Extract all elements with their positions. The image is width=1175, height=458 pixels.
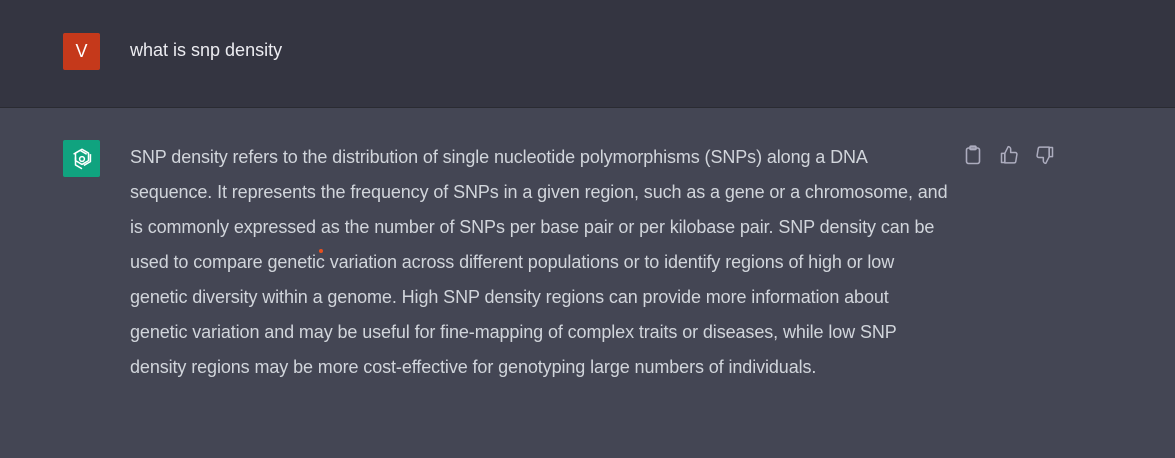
thumbs-up-icon bbox=[1000, 145, 1018, 164]
user-avatar: V bbox=[63, 33, 100, 70]
thumbs-down-icon bbox=[1036, 146, 1054, 165]
thumbs-down-button[interactable] bbox=[1032, 142, 1058, 168]
thumbs-up-button[interactable] bbox=[996, 142, 1022, 168]
assistant-message-text: SNP density refers to the distribution o… bbox=[130, 147, 948, 377]
clipboard-icon bbox=[965, 145, 981, 165]
user-message-text: what is snp density bbox=[130, 40, 283, 60]
text-cursor-marker bbox=[319, 249, 323, 253]
openai-logo-icon bbox=[72, 147, 91, 169]
assistant-avatar bbox=[63, 140, 100, 177]
assistant-message-row: SNP density refers to the distribution o… bbox=[0, 108, 1175, 458]
message-actions bbox=[960, 142, 1058, 168]
copy-button[interactable] bbox=[960, 142, 986, 168]
user-message-row: V what is snp density bbox=[0, 0, 1175, 108]
